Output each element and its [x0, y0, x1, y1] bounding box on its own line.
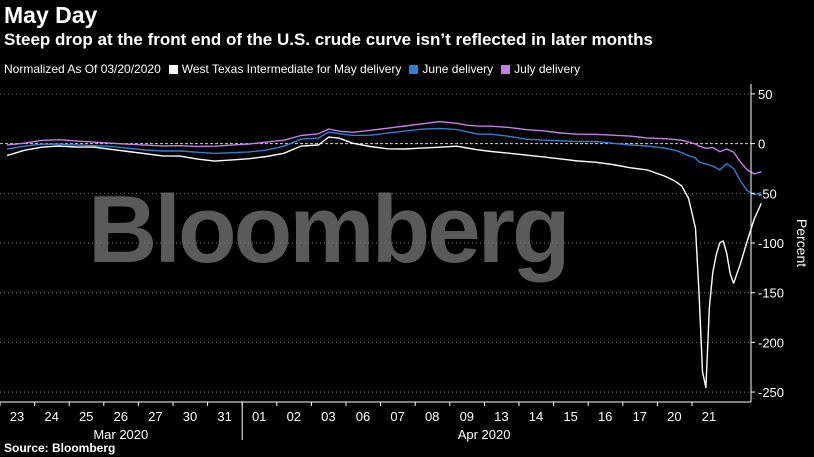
y-tick-label: -250 — [758, 385, 784, 400]
y-tick-label: 0 — [758, 137, 765, 152]
legend-normalized-note: Normalized As Of 03/20/2020 — [4, 62, 161, 76]
y-tick-label: -150 — [758, 286, 784, 301]
legend-label-july: July delivery — [514, 62, 581, 76]
y-tick-label: -100 — [758, 236, 784, 251]
x-tick-label: 14 — [529, 409, 543, 424]
legend-item-june: June delivery — [409, 62, 493, 76]
x-tick-label: 23 — [10, 409, 24, 424]
y-axis-title: Percent — [794, 219, 810, 267]
x-tick-label: 20 — [667, 409, 681, 424]
x-group-label: Mar 2020 — [93, 427, 148, 442]
source-note: Source: Bloomberg — [4, 441, 116, 455]
x-tick-label: 25 — [79, 409, 93, 424]
chart-title: May Day — [4, 2, 98, 28]
x-tick-label: 27 — [148, 409, 162, 424]
legend-swatch-july — [501, 64, 511, 74]
series-layer — [6, 120, 762, 389]
x-tick-label: 03 — [321, 409, 335, 424]
x-tick-label: 01 — [252, 409, 266, 424]
x-tick-label: 13 — [494, 409, 508, 424]
x-tick-label: 17 — [633, 409, 647, 424]
legend-swatch-june — [409, 64, 419, 74]
x-tick-label: 07 — [390, 409, 404, 424]
legend-label-june: June delivery — [422, 62, 494, 76]
x-tick-label: 09 — [460, 409, 474, 424]
y-tick-label: -200 — [758, 335, 784, 350]
x-tick-label: 26 — [114, 409, 128, 424]
legend-swatch-wti-may — [168, 64, 178, 74]
legend-item-july: July delivery — [501, 62, 580, 76]
legend-label-wti-may: West Texas Intermediate for May delivery — [181, 62, 402, 76]
x-group-label: Apr 2020 — [458, 427, 511, 442]
y-tick-label: 50 — [758, 87, 772, 102]
x-tick-label: 30 — [183, 409, 197, 424]
x-axis: 23 24 25 26 27 30 31 01 02 03 06 07 08 09 13 14 15 16 17 20… — [0, 401, 751, 442]
y-tick-label: -50 — [758, 186, 777, 201]
series-line-2 — [6, 120, 762, 175]
x-tick-label: 08 — [425, 409, 439, 424]
x-tick-label: 31 — [217, 409, 231, 424]
bloomberg-watermark: Bloomberg — [88, 176, 568, 283]
legend-item-wti-may: West Texas Intermediate for May delivery — [168, 62, 402, 76]
y-axis: 50 0 -50 -100 -150 -200 -250 — [750, 84, 784, 402]
series-line-1 — [6, 127, 762, 196]
x-tick-label: 02 — [287, 409, 301, 424]
x-tick-label: 21 — [702, 409, 716, 424]
x-tick-label: 15 — [563, 409, 577, 424]
x-tick-label: 16 — [598, 409, 612, 424]
series-line-0 — [6, 136, 762, 389]
x-tick-label: 24 — [44, 409, 58, 424]
x-tick-label: 06 — [356, 409, 370, 424]
legend-normalized-label: Normalized As Of 03/20/2020 — [4, 62, 161, 76]
legend: Normalized As Of 03/20/2020 West Texas I… — [4, 61, 588, 77]
chart-subtitle: Steep drop at the front end of the U.S. … — [4, 30, 653, 49]
